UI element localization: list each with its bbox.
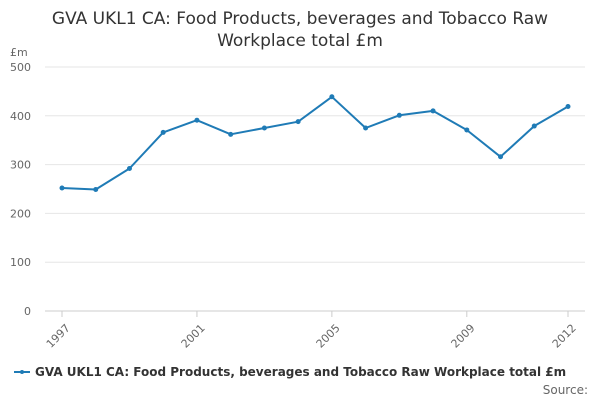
data-point-2010[interactable]	[498, 154, 504, 160]
data-point-2004[interactable]	[295, 119, 301, 125]
x-tick-label-1997: 1997	[44, 322, 73, 351]
legend-symbol-icon	[14, 366, 30, 378]
grid-lines	[45, 66, 585, 312]
data-point-2000[interactable]	[160, 129, 166, 135]
y-axis-ticks: 0 100 200 300 400 500	[10, 61, 31, 318]
series-line-0	[61, 95, 569, 191]
data-point-1998[interactable]	[93, 186, 99, 192]
data-point-2006[interactable]	[363, 125, 369, 131]
y-axis-label: £m	[10, 46, 28, 59]
series-group	[59, 94, 571, 192]
data-point-2012[interactable]	[565, 104, 571, 110]
y-tick-label-0: 0	[24, 305, 31, 318]
x-tick-label-2005: 2005	[314, 322, 343, 351]
source-label: Source:	[542, 383, 588, 397]
y-tick-label-300: 300	[10, 159, 31, 172]
data-point-2008[interactable]	[430, 108, 436, 114]
data-point-2005[interactable]	[329, 94, 335, 100]
y-tick-label-200: 200	[10, 207, 31, 220]
y-tick-label-100: 100	[10, 256, 31, 269]
legend[interactable]: GVA UKL1 CA: Food Products, beverages an…	[14, 365, 566, 379]
data-point-2007[interactable]	[396, 112, 402, 118]
chart-title-line-1: GVA UKL1 CA: Food Products, beverages an…	[51, 9, 549, 29]
chart-title-line-2: Workplace total £m	[217, 31, 383, 51]
legend-label: GVA UKL1 CA: Food Products, beverages an…	[35, 365, 567, 379]
x-axis-ticks: 1997 2001 2005 2009 2012	[44, 311, 579, 351]
x-tick-label-2009: 2009	[449, 322, 478, 351]
data-point-1999[interactable]	[126, 166, 132, 172]
x-tick-label-2001: 2001	[179, 322, 208, 351]
y-tick-label-400: 400	[10, 110, 31, 123]
data-point-2009[interactable]	[464, 127, 470, 133]
data-point-2003[interactable]	[261, 125, 267, 131]
data-point-1997[interactable]	[59, 185, 65, 191]
data-point-2001[interactable]	[194, 117, 200, 123]
x-tick-label-2012: 2012	[550, 322, 579, 351]
data-point-2002[interactable]	[228, 131, 234, 137]
chart-title: GVA UKL1 CA: Food Products, beverages an…	[0, 8, 600, 52]
data-point-2011[interactable]	[531, 123, 537, 129]
y-tick-label-500: 500	[10, 61, 31, 74]
